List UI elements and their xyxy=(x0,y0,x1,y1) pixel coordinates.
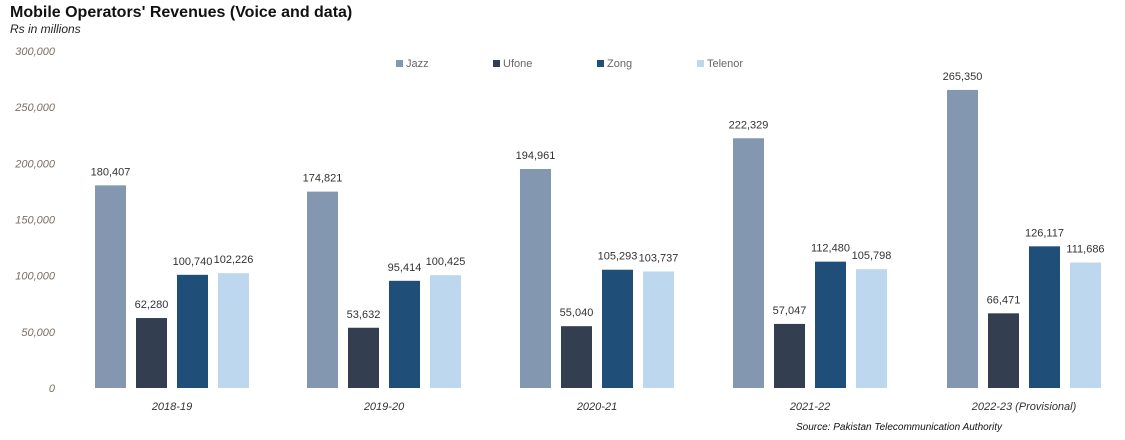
x-category-label: 2019-20 xyxy=(363,401,405,413)
bar-zong xyxy=(389,280,420,388)
bar-jazz xyxy=(733,138,764,388)
y-tick-label: 200,000 xyxy=(14,158,56,170)
y-tick-label: 250,000 xyxy=(14,102,56,114)
bar-telenor xyxy=(430,275,461,388)
bar-jazz xyxy=(947,89,978,389)
x-category-label: 2021-22 xyxy=(789,401,830,413)
data-label: 100,740 xyxy=(173,256,213,268)
data-label: 57,047 xyxy=(773,305,807,317)
data-label: 180,407 xyxy=(91,166,131,178)
chart-subtitle: Rs in millions xyxy=(10,22,81,36)
bar-ufone xyxy=(561,326,592,388)
legend-swatch-jazz xyxy=(396,60,403,67)
source-note: Source: Pakistan Telecommunication Autho… xyxy=(796,422,1003,433)
legend-label-zong: Zong xyxy=(607,58,632,70)
legend-label-telenor: Telenor xyxy=(707,58,743,70)
data-label: 100,425 xyxy=(426,256,466,268)
bar-jazz xyxy=(307,191,338,388)
y-tick-label: 50,000 xyxy=(21,327,56,339)
data-label: 126,117 xyxy=(1025,227,1064,239)
legend-swatch-ufone xyxy=(493,60,500,67)
data-label: 194,961 xyxy=(516,150,556,162)
bar-zong xyxy=(815,261,846,388)
y-tick-label: 300,000 xyxy=(15,46,56,58)
data-label: 222,329 xyxy=(729,119,769,131)
data-label: 111,686 xyxy=(1066,244,1104,256)
bar-ufone xyxy=(136,318,167,388)
data-label: 55,040 xyxy=(560,307,594,319)
data-label: 62,280 xyxy=(135,299,169,311)
y-tick-label: 150,000 xyxy=(15,215,56,227)
data-label: 103,737 xyxy=(639,252,679,264)
data-label: 102,226 xyxy=(214,254,254,266)
x-category-label: 2020-21 xyxy=(576,401,617,413)
legend-swatch-zong xyxy=(597,60,604,67)
data-label: 53,632 xyxy=(347,309,381,321)
bar-ufone xyxy=(774,323,805,388)
bar-telenor xyxy=(643,271,674,388)
chart-title: Mobile Operators' Revenues (Voice and da… xyxy=(10,4,353,21)
data-label: 112,480 xyxy=(811,243,850,255)
bar-telenor xyxy=(856,269,887,388)
data-label: 105,293 xyxy=(598,251,638,263)
legend-swatch-telenor xyxy=(697,60,704,67)
data-label: 105,798 xyxy=(852,250,892,262)
bar-ufone xyxy=(348,327,379,388)
bar-zong xyxy=(177,274,208,388)
bar-zong xyxy=(602,269,633,388)
bar-jazz xyxy=(520,168,551,388)
y-tick-label: 100,000 xyxy=(15,271,56,283)
data-label: 66,471 xyxy=(987,294,1021,306)
y-tick-label: 0 xyxy=(49,383,56,395)
bar-telenor xyxy=(218,273,249,388)
data-label: 95,414 xyxy=(388,262,422,274)
x-category-label: 2018-19 xyxy=(151,401,192,413)
bar-ufone xyxy=(988,313,1019,388)
bar-telenor xyxy=(1070,262,1101,388)
legend-label-ufone: Ufone xyxy=(503,58,532,70)
legend-label-jazz: Jazz xyxy=(406,58,429,70)
bar-jazz xyxy=(95,185,126,388)
data-label: 174,821 xyxy=(303,173,343,185)
x-category-label: 2022-23 (Provisional) xyxy=(971,401,1077,413)
bar-zong xyxy=(1029,246,1060,388)
data-label: 265,350 xyxy=(943,71,983,83)
